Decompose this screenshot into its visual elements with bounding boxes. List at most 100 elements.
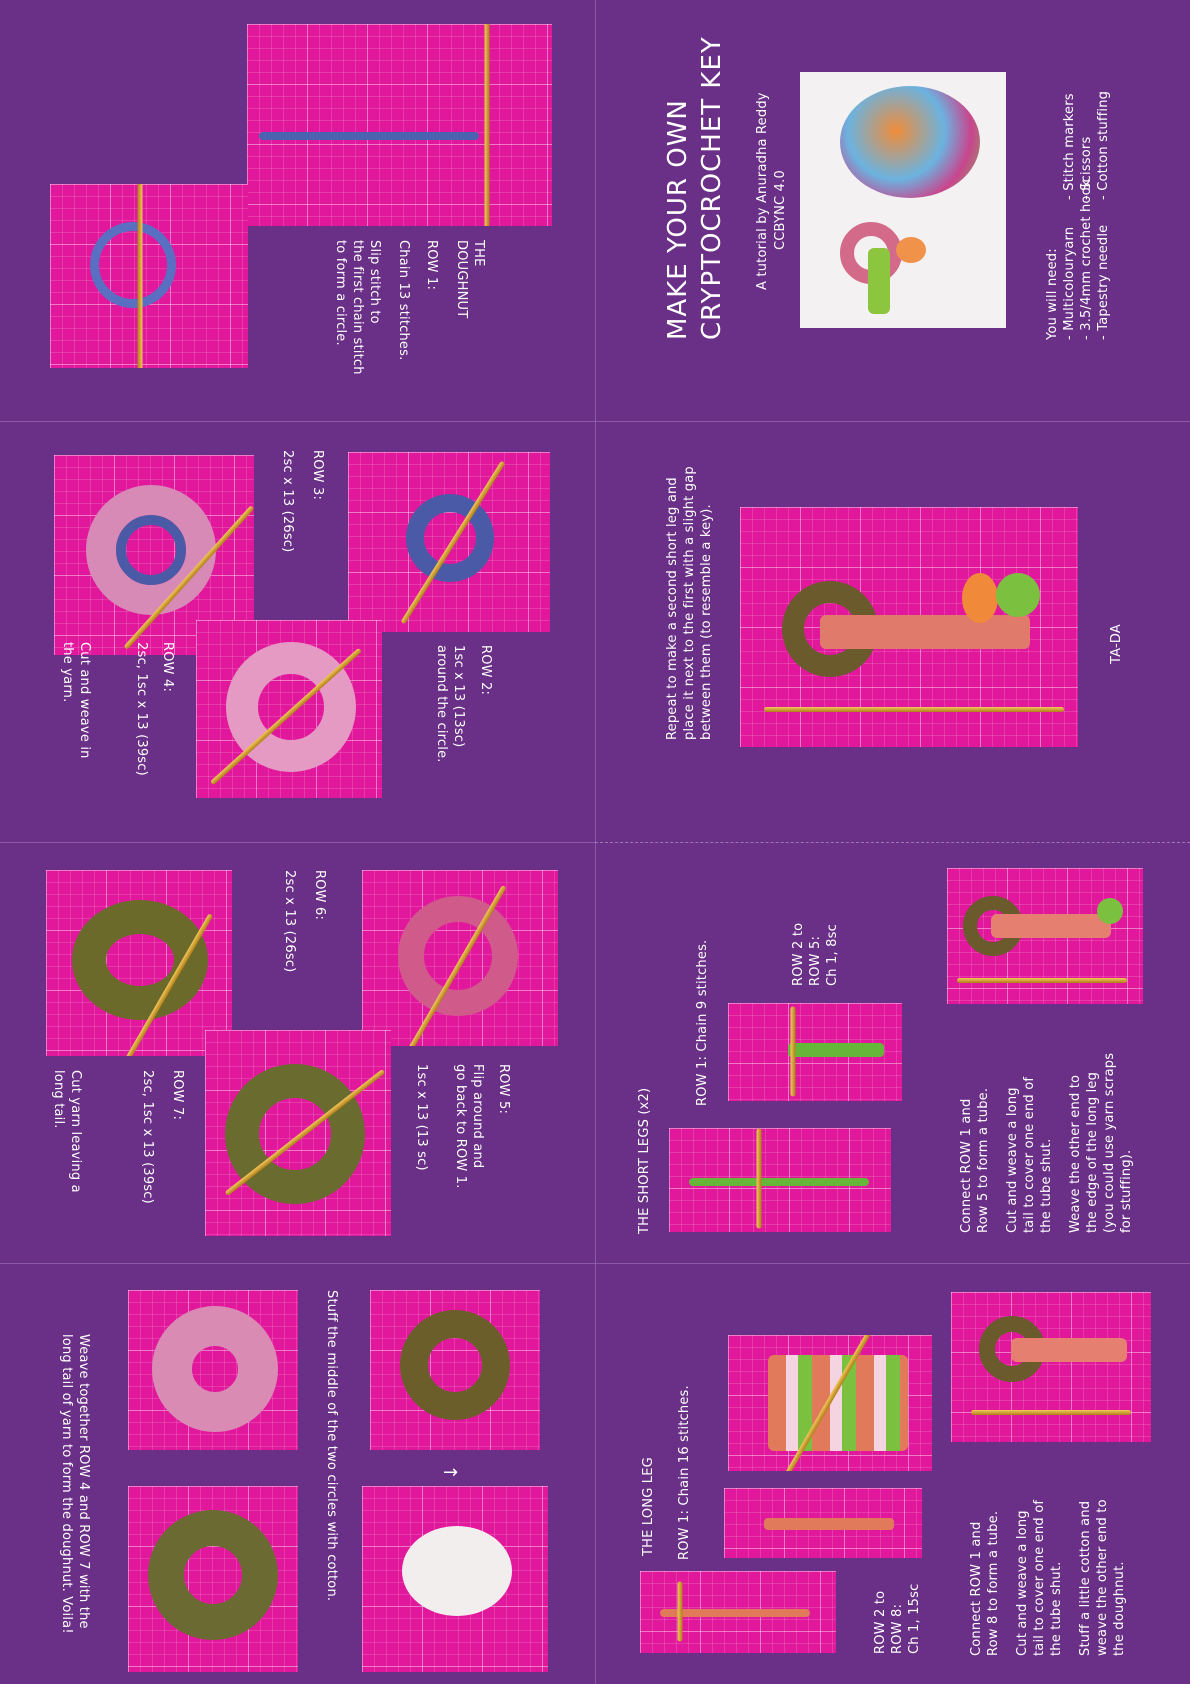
cover-license: CCBYNC 4.0 [773,170,788,250]
short-legs-note-4: Cut and weave a long [1005,1087,1020,1233]
row1-label: ROW 1: [424,240,439,291]
stuff-photo-2 [362,1486,548,1672]
divider-right-3 [595,1263,1190,1264]
yarn-ball-image [840,86,980,198]
cover-photo [800,72,1006,328]
row7-ring [225,1064,365,1204]
long-leg-row1: ROW 1: Chain 16 stitches. [677,1385,692,1560]
material-markers: - Stitch markers [1062,93,1077,200]
crochet-hook [957,978,1127,983]
material-hook: - 3.5/4mm crochet hook [1079,179,1094,340]
long-leg-row2-8-3: Ch 1, 15sc [907,1583,922,1654]
short-legs-note-11: for stuffing). [1119,1149,1134,1233]
row1-note-2: the first chain stitch [350,240,365,375]
green-short-leg [996,573,1040,617]
row5-label: ROW 5: [496,1064,511,1115]
row2-ring [406,494,494,582]
long-leg-chain-photo [640,1571,836,1653]
cotton-stuffing [402,1526,512,1616]
short-legs-note-2: Row 5 to form a tube. [976,1087,991,1233]
key-shaft-image [868,248,890,314]
key-shaft [1011,1338,1127,1362]
long-leg-note-1: Connect ROW 1 and [969,1521,984,1656]
stuff-text: Stuff the middle of the two circles with… [324,1290,339,1602]
materials-heading: You will need: [1045,248,1060,340]
crochet-hook [756,1128,762,1229]
long-leg-note-2: Row 8 to form a tube. [986,1510,1001,1656]
short-legs-row2-5-3: Ch 1, 8sc [825,924,840,986]
long-leg-row-photo [724,1488,922,1558]
row4-note-1: Cut and weave in [77,642,92,759]
long-leg-heading: THE LONG LEG [641,1457,656,1556]
row2-text-2: around the circle. [434,645,449,763]
short-legs-row2-5-1: ROW 2 to [791,922,806,986]
short-legs-note-9: the edge of the long leg [1085,1071,1100,1233]
row7-note-2: long tail. [51,1070,66,1129]
stuffed-ring [400,1310,510,1420]
long-leg-note-9: weave the other end to [1095,1499,1110,1656]
row4-photo [196,620,382,798]
long-leg-note-10: the doughnut. [1112,1561,1127,1656]
tada-text-3: between them (to resemble a key). [699,504,714,740]
row5-count: 1sc x 13 (13 sc) [414,1064,429,1171]
long-leg-stripes-photo [728,1335,932,1471]
stuff-photo-1 [370,1290,540,1450]
row6-text: 2sc x 13 (26sc) [282,870,297,973]
short-legs-heading: THE SHORT LEGS (x2) [637,1087,652,1234]
row4-text: 2sc, 1sc x 13 (39sc) [134,642,149,776]
pink-doughnut [152,1306,278,1432]
crochet-hook [790,1006,796,1097]
row4-note-2: the yarn. [60,642,75,703]
long-leg-note-5: tail to cover one end of [1032,1499,1047,1656]
slip-stitch-photo [50,184,248,368]
crochet-hook [484,24,490,226]
weave-text-2: long tail of yarn to form the doughnut. … [59,1334,74,1634]
short-leg-attached-photo [947,868,1143,1004]
row5-text-1: Flip around and [470,1064,485,1169]
row2-label: ROW 2: [478,645,493,696]
striped-panel [768,1355,908,1451]
row7-note-1: Cut yarn leaving a [68,1070,83,1193]
fold-line [595,842,1190,843]
row5-photo [362,870,558,1046]
long-leg-note-4: Cut and weave a long [1015,1510,1030,1656]
short-legs-note-8: Weave the other end to [1068,1074,1083,1233]
row1-note-3: to form a circle. [333,240,348,346]
row2-text-1: 1sc x 13 (13sc) [451,645,466,748]
cover-title-line1: MAKE YOUR OWN [663,99,693,340]
row5-ring [398,896,518,1016]
chain-photo [247,24,552,226]
row7-text: 2sc, 1sc x 13 (39sc) [140,1070,155,1204]
divider-left-3 [0,1263,595,1264]
short-leg-chain-photo [669,1128,891,1232]
short-legs-note-5: tail to cover one end of [1022,1076,1037,1233]
row4-label: ROW 4: [160,642,175,693]
long-leg-attached-photo [951,1292,1151,1442]
short-legs-row2-5-2: ROW 5: [808,935,823,986]
finished-key-shaft [820,615,1030,649]
crochet-hook [137,184,143,368]
key-shaft [991,914,1111,938]
material-stuffing: - Cotton stuffing [1096,90,1111,200]
divider-left-2 [0,842,595,843]
short-legs-note-1: Connect ROW 1 and [959,1098,974,1233]
row6-photo [46,870,232,1056]
doughnut-photo-green [128,1486,298,1672]
short-leg-rows-photo [728,1003,902,1101]
green-tube [788,1043,884,1057]
cover-title-line2: CRYPTOCROCHET KEY [697,36,727,340]
divider-right-1 [595,421,1190,422]
material-needle: - Tapestry needle [1096,224,1111,340]
short-leg [1097,898,1123,924]
tada-text-2: place it next to the first with a slight… [682,466,697,740]
crochet-hook [677,1581,683,1642]
doughnut-photo-pink [128,1290,298,1450]
short-legs-note-6: the tube shut. [1039,1138,1054,1233]
crochet-hook [764,707,1064,712]
tada-label: TA-DA [1109,624,1124,664]
row5-text-2: go back to ROW 1. [453,1064,468,1189]
doughnut-heading-1: THE [471,240,486,267]
row7-label: ROW 7: [170,1070,185,1121]
divider-left-1 [0,421,595,422]
short-legs-note-10: (you could use yarn scraps [1102,1052,1117,1233]
